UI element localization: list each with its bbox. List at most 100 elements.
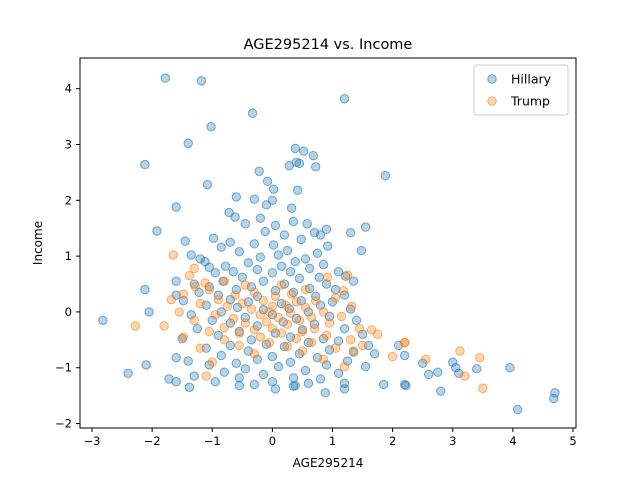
point-trump-29 xyxy=(267,301,278,312)
y-tick-label-2: 2 xyxy=(65,193,72,207)
point-hillary-59 xyxy=(290,257,300,267)
point-trump-74 xyxy=(195,343,205,353)
point-trump-86 xyxy=(399,337,410,348)
point-hillary-15 xyxy=(380,171,391,181)
point-trump-77 xyxy=(421,354,431,365)
point-hillary-24 xyxy=(171,202,181,212)
point-hillary-76 xyxy=(294,273,305,284)
point-hillary-172 xyxy=(333,368,344,379)
point-hillary-197 xyxy=(320,388,330,398)
y-tick-label--1: −1 xyxy=(55,361,72,375)
point-hillary-163 xyxy=(360,361,371,372)
point-trump-41 xyxy=(228,313,239,324)
point-hillary-31 xyxy=(360,222,371,232)
point-hillary-193 xyxy=(184,382,195,392)
point-trump-65 xyxy=(345,335,356,345)
point-trump-34 xyxy=(264,307,275,317)
point-hillary-190 xyxy=(234,380,245,391)
point-trump-16 xyxy=(230,290,240,300)
point-hillary-169 xyxy=(123,368,133,379)
x-tick-label-2: 2 xyxy=(389,434,396,448)
point-hillary-185 xyxy=(303,378,314,389)
legend-label-hillary: Hillary xyxy=(511,72,552,87)
point-hillary-1 xyxy=(196,76,207,86)
point-trump-43 xyxy=(294,315,305,325)
y-axis-label: Income xyxy=(31,221,45,265)
point-trump-45 xyxy=(324,318,335,328)
point-hillary-201 xyxy=(98,315,108,325)
point-trump-59 xyxy=(276,328,287,338)
y-tick-label-3: 3 xyxy=(65,138,72,152)
point-hillary-150 xyxy=(171,352,181,363)
point-trump-58 xyxy=(234,328,245,338)
point-hillary-12 xyxy=(140,159,150,170)
x-tick-label--1: −1 xyxy=(204,434,221,448)
point-hillary-25 xyxy=(286,203,297,213)
point-hillary-87 xyxy=(330,284,341,295)
point-hillary-62 xyxy=(220,261,231,271)
point-trump-36 xyxy=(210,310,220,320)
point-trump-3 xyxy=(200,278,210,288)
point-hillary-28 xyxy=(255,213,266,223)
point-hillary-184 xyxy=(210,376,220,387)
point-hillary-174 xyxy=(424,369,434,380)
point-hillary-65 xyxy=(304,263,315,274)
point-hillary-16 xyxy=(262,176,273,187)
point-hillary-147 xyxy=(267,351,278,362)
point-trump-0 xyxy=(168,250,178,260)
point-hillary-29 xyxy=(288,216,299,227)
point-trump-44 xyxy=(261,317,272,327)
point-hillary-181 xyxy=(171,376,181,387)
point-trump-56 xyxy=(297,326,308,337)
point-hillary-6 xyxy=(290,143,300,154)
point-hillary-168 xyxy=(433,367,443,377)
point-trump-21 xyxy=(310,296,321,306)
point-hillary-3 xyxy=(247,108,258,118)
point-hillary-52 xyxy=(312,248,323,259)
point-trump-14 xyxy=(178,289,189,299)
point-trump-12 xyxy=(338,286,349,296)
point-trump-19 xyxy=(166,294,177,305)
point-hillary-135 xyxy=(303,337,314,348)
point-trump-83 xyxy=(318,354,329,365)
x-tick-label-4: 4 xyxy=(509,434,516,448)
x-tick-label-1: 1 xyxy=(329,434,336,448)
point-hillary-148 xyxy=(369,349,380,359)
point-trump-88 xyxy=(478,383,488,394)
point-trump-49 xyxy=(130,321,141,331)
point-hillary-170 xyxy=(300,365,311,376)
point-trump-68 xyxy=(264,337,275,348)
x-tick-label-0: 0 xyxy=(269,434,276,448)
point-trump-40 xyxy=(273,312,284,323)
point-trump-32 xyxy=(174,307,184,317)
point-trump-71 xyxy=(234,340,245,351)
points-layer xyxy=(98,73,560,415)
point-hillary-80 xyxy=(348,276,359,286)
point-trump-63 xyxy=(255,332,266,342)
point-trump-81 xyxy=(475,352,485,363)
point-hillary-140 xyxy=(279,341,290,352)
point-hillary-161 xyxy=(141,360,151,370)
point-hillary-20 xyxy=(231,192,242,202)
point-trump-50 xyxy=(219,322,229,333)
point-hillary-8 xyxy=(308,150,318,161)
point-trump-85 xyxy=(201,371,211,381)
point-trump-57 xyxy=(204,326,214,337)
point-hillary-41 xyxy=(208,233,219,243)
point-hillary-178 xyxy=(234,373,245,383)
point-hillary-103 xyxy=(144,307,154,317)
point-trump-15 xyxy=(286,289,297,299)
point-hillary-30 xyxy=(302,219,312,229)
point-hillary-158 xyxy=(448,357,458,367)
point-trump-33 xyxy=(318,307,329,317)
point-hillary-27 xyxy=(230,212,240,222)
point-hillary-53 xyxy=(186,250,196,260)
point-hillary-137 xyxy=(225,340,236,351)
point-hillary-74 xyxy=(314,272,324,283)
point-hillary-44 xyxy=(180,236,190,246)
point-trump-20 xyxy=(213,294,223,305)
point-trump-25 xyxy=(237,298,248,309)
point-trump-46 xyxy=(240,318,251,328)
point-hillary-176 xyxy=(189,371,199,381)
point-hillary-60 xyxy=(243,258,254,268)
